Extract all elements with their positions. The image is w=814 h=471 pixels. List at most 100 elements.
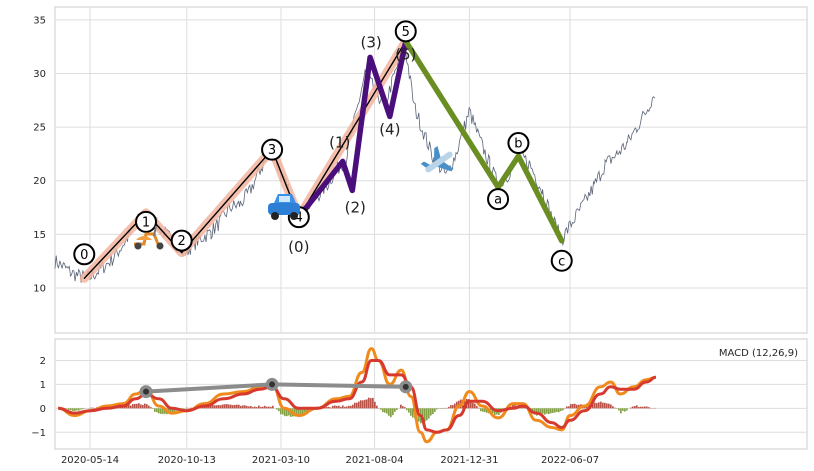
macd-histogram-bar <box>218 405 220 409</box>
macd-histogram-bar <box>306 408 308 412</box>
macd-histogram-bar <box>568 406 570 409</box>
macd-histogram-bar <box>284 408 286 417</box>
x-tick-label: 2021-08-04 <box>345 455 403 466</box>
divergence-marker-core <box>402 383 409 390</box>
macd-histogram-bar <box>554 408 556 413</box>
macd-histogram-bar <box>170 408 172 413</box>
macd-histogram <box>58 397 656 424</box>
correction-wave-line <box>403 38 565 244</box>
macd-histogram-bar <box>386 408 388 414</box>
macd-histogram-bar <box>452 405 454 409</box>
x-ticks: 2020-05-14 2020-10-13 2021-03-10 2021-08-04… <box>61 455 599 466</box>
macd-histogram-bar <box>578 404 580 409</box>
macd-histogram-bar <box>606 403 608 409</box>
macd-histogram-bar <box>142 404 144 409</box>
macd-histogram-bar <box>224 404 226 409</box>
macd-histogram-bar <box>240 405 242 409</box>
macd-histogram-bar <box>366 399 368 409</box>
macd-histogram-bar <box>388 408 390 416</box>
macd-histogram-bar <box>546 408 548 414</box>
price-y-tick-label: 30 <box>33 69 46 80</box>
wave-label-c: c <box>558 254 565 269</box>
macd-histogram-bar <box>262 406 264 409</box>
macd-histogram-bar <box>216 405 218 409</box>
macd-histogram-bar <box>474 403 476 409</box>
wave-label-circle <box>487 188 510 211</box>
wave-label-circle <box>394 20 417 43</box>
macd-histogram-bar <box>494 408 496 415</box>
macd-histogram-bar <box>522 406 524 409</box>
macd-histogram-bar <box>68 408 70 411</box>
macd-histogram-bar <box>432 408 434 415</box>
macd-histogram-bar <box>434 408 436 412</box>
macd-histogram-bar <box>614 407 616 409</box>
macd-histogram-bar <box>252 407 254 409</box>
macd-histogram-bar <box>600 401 602 409</box>
macd-line-signal <box>58 359 657 434</box>
subwave-label: (2) <box>345 198 366 216</box>
macd-histogram-bar <box>272 405 274 409</box>
macd-histogram-bar <box>610 404 612 409</box>
macd-histogram-bar <box>260 406 262 409</box>
macd-histogram-bar <box>342 405 344 409</box>
macd-histogram-bar <box>280 408 282 415</box>
macd-histogram-bar <box>372 397 374 409</box>
macd-histogram-bar <box>532 408 534 412</box>
macd-histogram-bar <box>596 403 598 409</box>
scooter-icon <box>134 225 164 250</box>
macd-histogram-bar <box>78 408 80 411</box>
wave-labels: 0 1 2 3 4 5 a b c (0) (1) (2) (3) (4) (5) <box>73 20 573 272</box>
macd-histogram-bar <box>538 408 540 415</box>
wave-label-circle <box>170 229 193 252</box>
wave-label-circle <box>135 210 158 233</box>
macd-histogram-bar <box>560 408 562 412</box>
price-y-tick-label: 35 <box>33 15 46 26</box>
macd-histogram-bar <box>644 406 646 409</box>
macd-histogram-bar <box>472 402 474 409</box>
wave-label-2: 2 <box>178 234 186 249</box>
macd-histogram-bar <box>638 407 640 409</box>
macd-histogram-bar <box>296 408 298 415</box>
macd-histogram-bar <box>146 404 148 409</box>
macd-histogram-bar <box>576 404 578 409</box>
wave-label-0: 0 <box>80 248 88 263</box>
macd-histogram-bar <box>190 407 192 409</box>
macd-histogram-bar <box>270 406 272 409</box>
subwave-label: (4) <box>379 120 400 138</box>
macd-histogram-bar <box>334 405 336 409</box>
macd-histogram-bar <box>124 406 126 409</box>
macd-histogram-bar <box>468 399 470 409</box>
macd-histogram-bar <box>268 406 270 409</box>
macd-histogram-bar <box>598 402 600 409</box>
macd-histogram-bar <box>548 408 550 414</box>
macd-histogram-bar <box>408 408 410 413</box>
macd-histogram-bar <box>436 408 438 410</box>
macd-histogram-bar <box>246 405 248 409</box>
macd-histogram-bar <box>544 408 546 415</box>
macd-histogram-bar <box>346 406 348 409</box>
macd-histogram-bar <box>234 404 236 409</box>
macd-divergence <box>139 377 413 399</box>
macd-histogram-bar <box>72 408 74 411</box>
macd-histogram-bar <box>250 405 252 409</box>
wave-label-circle <box>507 132 530 155</box>
macd-panel: −1 0 1 2 MACD (12,26,9) <box>31 338 808 450</box>
price-y-tick-label: 10 <box>33 283 46 294</box>
macd-histogram-bar <box>362 400 364 409</box>
macd-histogram-bar <box>604 402 606 409</box>
macd-histogram-bar <box>406 408 408 411</box>
macd-histogram-bar <box>486 408 488 413</box>
macd-histogram-bar <box>562 408 564 411</box>
macd-histogram-bar <box>132 404 134 409</box>
macd-histogram-bar <box>302 408 304 414</box>
macd-histogram-bar <box>404 407 406 409</box>
macd-histogram-bar <box>358 401 360 409</box>
macd-histogram-bar <box>430 408 432 416</box>
macd-histogram-bar <box>612 406 614 409</box>
macd-histogram-bar <box>352 404 354 409</box>
macd-histogram-bar <box>236 404 238 409</box>
macd-histogram-bar <box>304 408 306 413</box>
macd-histogram-bar <box>220 405 222 409</box>
macd-y-tick-label: 0 <box>40 404 46 415</box>
